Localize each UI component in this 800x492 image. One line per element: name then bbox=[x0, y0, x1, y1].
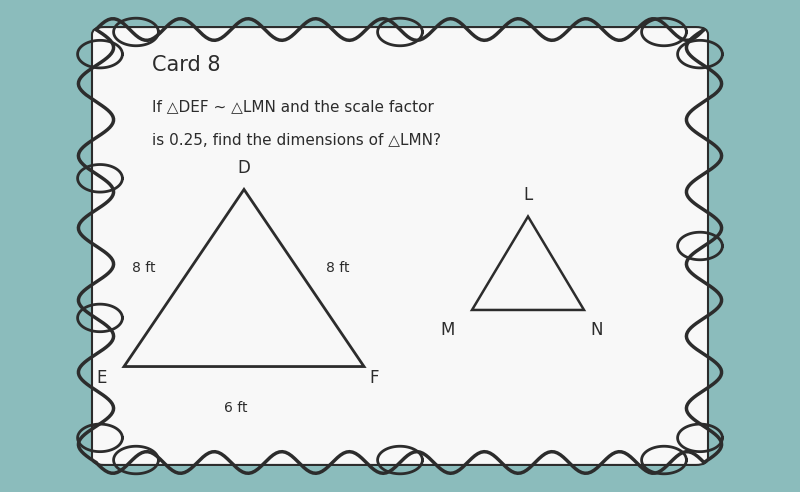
Text: 8 ft: 8 ft bbox=[133, 261, 156, 275]
Text: F: F bbox=[370, 369, 379, 387]
Text: M: M bbox=[440, 321, 454, 339]
Text: N: N bbox=[590, 321, 603, 339]
Text: Card 8: Card 8 bbox=[152, 55, 221, 75]
FancyBboxPatch shape bbox=[92, 27, 708, 465]
Text: is 0.25, find the dimensions of △LMN?: is 0.25, find the dimensions of △LMN? bbox=[152, 133, 441, 148]
Text: 8 ft: 8 ft bbox=[326, 261, 350, 275]
Text: E: E bbox=[96, 369, 106, 387]
Text: L: L bbox=[523, 186, 533, 204]
Text: If △DEF ~ △LMN and the scale factor: If △DEF ~ △LMN and the scale factor bbox=[152, 99, 434, 114]
Text: D: D bbox=[238, 159, 250, 177]
Text: 6 ft: 6 ft bbox=[224, 401, 248, 415]
